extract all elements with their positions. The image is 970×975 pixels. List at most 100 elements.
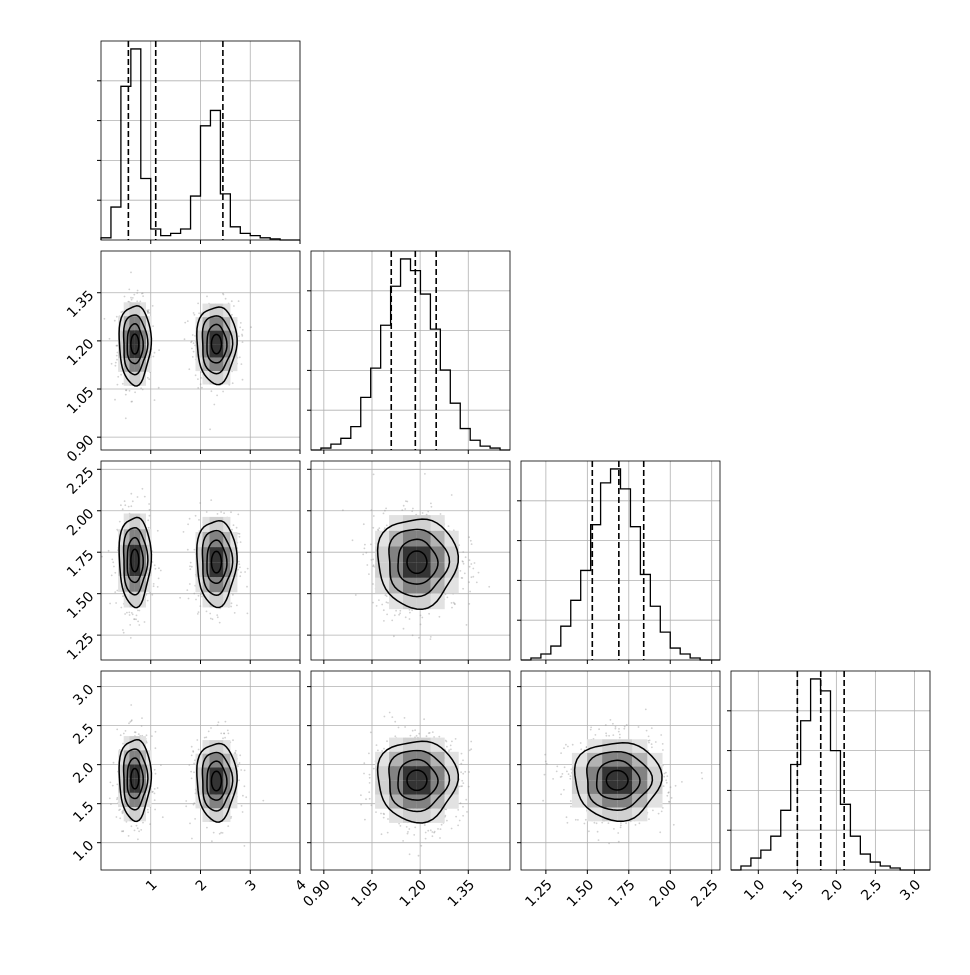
scatter-point	[122, 743, 124, 745]
scatter-point	[130, 704, 132, 706]
scatter-point	[185, 805, 187, 807]
scatter-point	[371, 804, 373, 806]
scatter-point	[147, 811, 149, 813]
density-cell	[129, 514, 135, 530]
scatter-point	[378, 527, 380, 529]
scatter-point	[129, 390, 131, 392]
scatter-point	[193, 804, 195, 806]
scatter-point	[460, 785, 462, 787]
scatter-point	[117, 352, 119, 354]
scatter-point	[216, 614, 218, 616]
histogram-panel-1	[307, 251, 510, 454]
scatter-point	[112, 561, 114, 563]
scatter-point	[342, 509, 344, 511]
scatter-point	[409, 618, 411, 620]
scatter-point	[109, 603, 111, 605]
scatter-point	[441, 824, 443, 826]
scatter-point	[220, 511, 222, 513]
scatter-point	[364, 544, 366, 546]
scatter-point	[141, 717, 143, 719]
scatter-point	[414, 827, 416, 829]
scatter-point	[431, 506, 433, 508]
scatter-point	[369, 774, 371, 776]
scatter-point	[147, 809, 149, 811]
scatter-point	[386, 614, 388, 616]
scatter-point	[465, 799, 467, 801]
scatter-point	[238, 335, 240, 337]
scatter-point	[241, 805, 243, 807]
scatter-point	[129, 624, 131, 626]
scatter-point	[416, 735, 418, 737]
scatter-point	[220, 733, 222, 735]
scatter-point	[403, 628, 405, 630]
density-cell	[129, 302, 135, 316]
scatter-point	[439, 837, 441, 839]
scatter-point	[383, 609, 385, 611]
scatter-point	[404, 717, 406, 719]
scatter-point	[209, 428, 211, 430]
scatter-point	[137, 290, 139, 292]
scatter-point	[407, 833, 409, 835]
scatter-point	[462, 551, 464, 553]
density-cell	[210, 517, 217, 532]
scatter-point	[223, 733, 225, 735]
scatter-point	[380, 813, 382, 815]
scatter-point	[430, 503, 432, 505]
scatter-point	[478, 572, 480, 574]
scatter-point	[141, 725, 143, 727]
scatter-point	[410, 735, 412, 737]
scatter-point	[225, 298, 227, 300]
scatter-point	[398, 727, 400, 729]
scatter-point	[368, 573, 370, 575]
scatter-point	[451, 607, 453, 609]
scatter-point	[241, 335, 243, 337]
scatter-point	[125, 730, 127, 732]
density-cell	[129, 736, 135, 750]
panel-background	[311, 251, 510, 450]
scatter-point	[474, 562, 476, 564]
scatter-point	[120, 504, 122, 506]
scatter-point	[424, 473, 426, 475]
scatter-point	[239, 327, 241, 329]
scatter-point	[420, 624, 422, 626]
scatter-point	[384, 527, 386, 529]
scatter-point	[115, 365, 117, 367]
scatter-point	[446, 746, 448, 748]
scatter-point	[137, 621, 139, 623]
scatter-point	[352, 539, 354, 541]
scatter-point	[238, 779, 240, 781]
scatter-point	[120, 734, 122, 736]
scatter-point	[432, 731, 434, 733]
scatter-point	[139, 301, 141, 303]
scatter-point	[462, 588, 464, 590]
scatter-point	[211, 840, 213, 842]
scatter-point	[110, 782, 112, 784]
scatter-point	[426, 735, 428, 737]
scatter-point	[190, 562, 192, 564]
scatter-point	[381, 750, 383, 752]
scatter-point	[383, 813, 385, 815]
scatter-panel-3-1	[307, 671, 510, 874]
scatter-point	[381, 604, 383, 606]
scatter-point	[240, 541, 242, 543]
scatter-point	[411, 609, 413, 611]
scatter-point	[160, 570, 162, 572]
scatter-point	[184, 338, 186, 340]
scatter-point	[185, 800, 187, 802]
scatter-point	[428, 613, 430, 615]
scatter-point	[154, 352, 156, 354]
scatter-point	[375, 811, 377, 813]
scatter-point	[369, 782, 371, 784]
scatter-point	[247, 613, 249, 615]
scatter-point	[213, 404, 215, 406]
scatter-point	[116, 729, 118, 731]
scatter-point	[384, 510, 386, 512]
scatter-point	[137, 838, 139, 840]
scatter-point	[387, 832, 389, 834]
scatter-point	[383, 748, 385, 750]
scatter-point	[199, 502, 201, 504]
scatter-panel-1-0	[97, 251, 300, 454]
scatter-point	[113, 762, 115, 764]
scatter-point	[188, 598, 190, 600]
scatter-point	[418, 855, 420, 857]
